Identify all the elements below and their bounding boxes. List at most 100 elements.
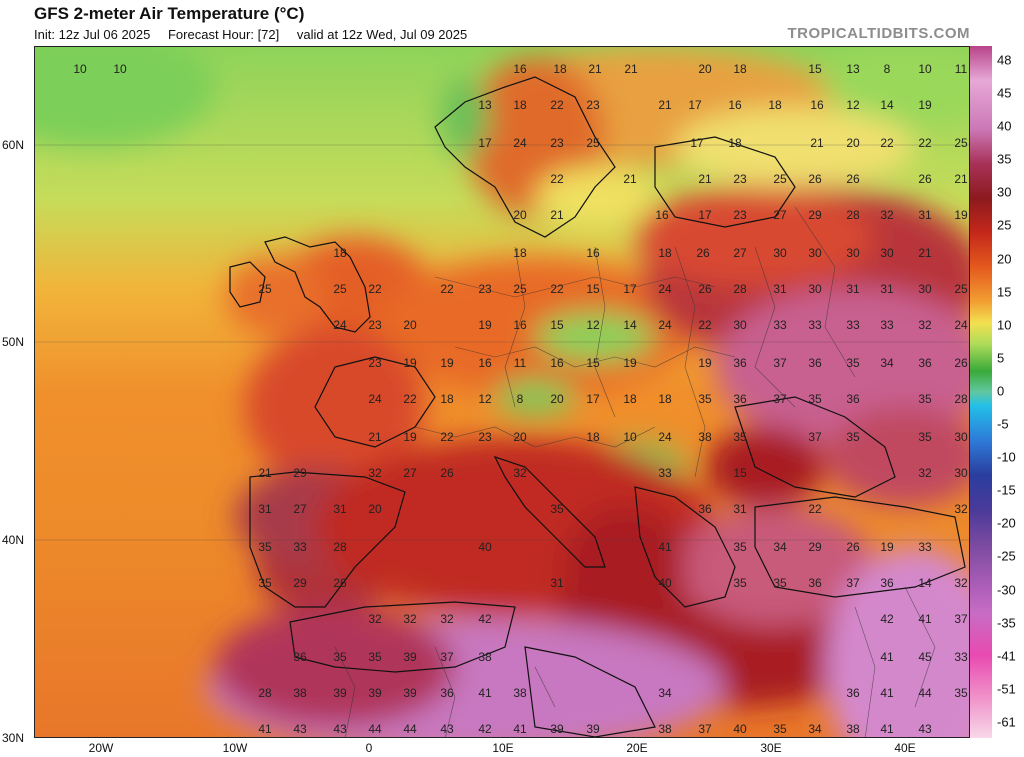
temperature-value: 24 [333,318,347,332]
temperature-value: 28 [733,282,747,296]
temperature-value: 25 [586,136,600,150]
colorbar-label: -15 [997,482,1016,498]
temperature-value: 32 [368,612,382,626]
temperature-value: 15 [586,282,600,296]
temperature-value: 24 [658,282,672,296]
temperature-value: 39 [403,686,417,700]
temperature-value: 19 [403,356,417,370]
temperature-value: 41 [258,722,272,736]
colorbar-label: 45 [997,85,1012,101]
temperature-value: 12 [846,98,860,112]
lon-label-10e: 10E [492,741,514,755]
temperature-value: 18 [513,246,527,260]
temperature-value: 29 [808,208,822,222]
temperature-value: 20 [698,62,712,76]
temperature-value: 44 [403,722,417,736]
temperature-value: 17 [698,208,712,222]
temperature-value: 19 [440,356,454,370]
colorbar-label: -10 [997,449,1016,465]
temperature-value: 17 [688,98,702,112]
temperature-value: 25 [954,282,968,296]
temperature-value: 37 [846,576,860,590]
temperature-value: 20 [368,502,382,516]
temperature-value: 39 [403,650,417,664]
colorbar-label: 40 [997,118,1012,134]
temperature-value: 40 [733,722,747,736]
temperature-value: 16 [513,62,527,76]
temperature-value: 20 [513,430,527,444]
temperature-value: 28 [954,392,968,406]
temperature-value: 35 [550,502,564,516]
colorbar-label: -51 [997,681,1016,697]
temperature-value: 29 [808,540,822,554]
graticule [35,144,969,541]
temperature-value: 36 [846,392,860,406]
lat-label-30n: 30N [2,731,25,745]
colorbar-label: 20 [997,251,1012,267]
valid-time: valid at 12z Wed, Jul 09 2025 [296,27,468,42]
temperature-value: 36 [880,576,894,590]
temperature-value: 19 [880,540,894,554]
temperature-value: 17 [586,392,600,406]
colorbar-gradient [970,46,992,738]
lon-label-20e: 20E [626,741,648,755]
temperature-value: 35 [733,540,747,554]
temperature-value: 22 [440,282,454,296]
map-canvas: 10 10 16 18 21 21 20 18 15 13 8 10 11 13 18 22 23 21 17 16 1… [35,47,969,737]
temperature-value: 42 [880,612,894,626]
temperature-value: 32 [513,466,527,480]
temperature-value: 30 [880,246,894,260]
temperature-value: 12 [586,318,600,332]
temperature-value: 35 [846,356,860,370]
temperature-value: 23 [368,356,382,370]
temperature-value: 18 [658,246,672,260]
temperature-value: 21 [368,430,382,444]
temperature-value: 18 [553,62,567,76]
temperature-value: 12 [478,392,492,406]
temperature-value: 33 [954,650,968,664]
colorbar-label: -41 [997,648,1016,664]
temperature-value: 43 [293,722,307,736]
temperature-value: 37 [954,612,968,626]
temperature-value: 25 [773,172,787,186]
temperature-value: 32 [918,466,932,480]
colorbar-label: 25 [997,217,1012,233]
temperature-value: 15 [808,62,822,76]
colorbar-label: 35 [997,151,1012,167]
temperature-value: 30 [918,282,932,296]
temperature-value: 18 [513,98,527,112]
temperature-value: 33 [880,318,894,332]
temperature-value: 21 [658,98,672,112]
temperature-value: 33 [658,466,672,480]
temperature-value: 18 [623,392,637,406]
temperature-value: 26 [333,576,347,590]
temperature-value: 34 [658,686,672,700]
temperature-value: 23 [550,136,564,150]
temperature-value: 26 [696,246,710,260]
colorbar-label: 48 [997,52,1012,68]
temperature-value: 23 [733,208,747,222]
temperature-values: 10 10 16 18 21 21 20 18 15 13 8 10 11 13 18 22 23 21 17 16 1… [73,62,968,736]
colorbar-label: -61 [997,714,1016,730]
temperature-value: 19 [918,98,932,112]
temperature-value: 27 [733,246,747,260]
temperature-value: 20 [846,136,860,150]
temperature-value: 10 [113,62,127,76]
temperature-value: 26 [698,282,712,296]
temperature-value: 30 [808,282,822,296]
temperature-value: 34 [808,722,822,736]
temperature-value: 19 [403,430,417,444]
temperature-value: 40 [478,540,492,554]
temperature-value: 30 [846,246,860,260]
temperature-value: 22 [550,282,564,296]
temperature-value: 20 [550,392,564,406]
temperature-map: 10 10 16 18 21 21 20 18 15 13 8 10 11 13 18 22 23 21 17 16 1… [34,46,970,738]
temperature-value: 25 [513,282,527,296]
temperature-value: 22 [808,502,822,516]
brand-watermark: TROPICALTIDBITS.COM [787,25,970,42]
temperature-value: 19 [478,318,492,332]
temperature-value: 43 [440,722,454,736]
temperature-value: 38 [698,430,712,444]
temperature-value: 35 [808,392,822,406]
temperature-value: 36 [808,576,822,590]
